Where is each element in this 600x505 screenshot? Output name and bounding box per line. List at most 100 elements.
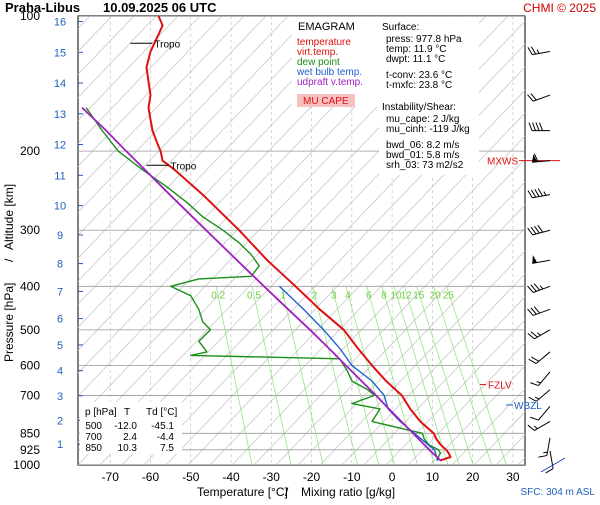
table-row-1-td: -45.1 (151, 421, 174, 432)
wind-barb-flag (527, 47, 533, 55)
wind-barb-flag (534, 188, 540, 197)
wind-barb (528, 389, 551, 402)
wind-barb-half-flag (536, 332, 541, 336)
wind-barb (527, 93, 551, 102)
mixing-ratio-label: 12 (401, 290, 413, 301)
table-row-2-td: -4.4 (157, 432, 175, 443)
mixing-ratio-line (366, 286, 418, 465)
series-line-wet-bulb-temp (278, 285, 439, 461)
mixing-ratio-line (251, 286, 292, 465)
wind-barb-half-flag (534, 396, 540, 400)
wind-barb-flag (538, 455, 547, 458)
legend-background (292, 17, 379, 107)
table-row-3-p: 850 (85, 443, 102, 454)
wind-barb-flag (539, 122, 543, 131)
mu-cape-label: MU CAPE (303, 96, 349, 107)
wind-barb-flag (530, 46, 537, 55)
table-row-3-t: 10.3 (118, 443, 138, 454)
wind-barb-flag (528, 358, 537, 364)
altitude-tick-label: 10 (54, 201, 66, 213)
pressure-tick-label: 700 (20, 388, 40, 402)
legend-item-dew-point: dew point (297, 57, 340, 68)
adiabat-line (540, 16, 600, 465)
wind-barb-flag (530, 93, 537, 101)
instab-mu-cape: mu_cape: 2 J/kg (386, 114, 459, 125)
legend-item-updraft: udpraft v.temp. (297, 77, 363, 88)
adiabat-line (407, 342, 525, 465)
wind-barb-flag (533, 153, 539, 162)
station-name: Praha-Libus (5, 0, 80, 15)
table-row-2-p: 700 (85, 432, 102, 443)
altitude-tick-label: 15 (54, 47, 66, 59)
adiabat-line (341, 273, 525, 465)
wind-barb (530, 371, 551, 387)
adiabat-line (143, 66, 525, 465)
pressure-tick-label: 1000 (13, 458, 40, 472)
mixing-ratio-label: 1 (280, 290, 286, 301)
temperature-tick-label: 30 (506, 470, 520, 484)
pressure-tick-label: 500 (20, 323, 40, 337)
altitude-tick-label: 14 (54, 78, 66, 90)
wind-barb-staff (534, 329, 551, 340)
adiabat-line (429, 365, 525, 465)
wind-barb-flag (533, 306, 541, 314)
y-axis-label-altitude: Altitude [km] (2, 184, 16, 250)
wind-barb-flag (531, 356, 540, 362)
adiabat-line (78, 16, 355, 305)
instability-title: Instability/Shear: (382, 102, 456, 113)
wind-barb-flag (528, 396, 537, 402)
pressure-tick-label: 400 (20, 279, 40, 293)
altitude-tick-label: 1 (57, 439, 63, 451)
wind-barb-staff (546, 437, 551, 456)
adiabat-line (121, 43, 525, 465)
wind-barb-staff (534, 421, 551, 431)
wind-barb-flag (527, 285, 534, 293)
wind-barb (530, 405, 551, 421)
wind-barb (528, 351, 551, 364)
legend-title: EMAGRAM (298, 21, 355, 33)
wind-barb-flag (530, 382, 539, 387)
surface-temp: temp: 11.9 °C (386, 44, 447, 55)
surface-title: Surface: (382, 22, 419, 33)
temperature-tick-label: 10 (426, 470, 440, 484)
altitude-tick-label: 16 (54, 17, 66, 29)
wind-barb-flag (527, 190, 533, 199)
fzlv-label: FZLV (488, 381, 512, 392)
mixing-ratio-line (280, 286, 324, 465)
surface-info: Surface: press: 977.8 hPa temp: 11.9 °C … (379, 17, 479, 175)
adiabat-line (165, 89, 525, 465)
temperature-tick-label: -20 (303, 470, 321, 484)
series-line-udpraft-v-temp (81, 106, 442, 462)
wind-barb-staff (532, 259, 551, 264)
surface-tconv: t-conv: 23.6 °C (386, 70, 452, 81)
wind-barb-half-flag (533, 425, 538, 430)
wind-barb-flag (530, 331, 538, 338)
legend-item-wet-bulb: wet bulb temp. (296, 67, 362, 78)
wind-barb-flag (530, 416, 539, 421)
altitude-tick-label: 13 (54, 109, 66, 121)
pressure-tick-label: 100 (20, 9, 40, 23)
tropopause-label: Tropo (154, 39, 180, 50)
adiabat-line (78, 16, 201, 144)
mixing-ratio-label: 8 (381, 290, 387, 301)
adiabat-line (562, 16, 600, 465)
adiabat-line (209, 135, 525, 465)
wind-barb (527, 188, 551, 199)
mu-cape-badge (297, 94, 355, 107)
adiabat-line (253, 181, 525, 465)
pressure-tick-label: 300 (20, 223, 40, 237)
wind-barb-half-flag (539, 285, 544, 290)
wind-barb-flag (545, 468, 554, 474)
wind-barb (527, 224, 551, 236)
info-background (379, 17, 479, 175)
table-row-3-td: 7.5 (160, 443, 174, 454)
sounding-datetime: 10.09.2025 06 UTC (103, 0, 217, 15)
adiabat-line (319, 250, 525, 465)
wind-barb-flag (527, 94, 534, 102)
wind-barb-staff (538, 371, 551, 386)
instab-bwd-01: bwd_01: 5.8 m/s (386, 150, 459, 161)
wind-barb-half-flag (536, 380, 541, 384)
adiabat-line (78, 16, 311, 259)
